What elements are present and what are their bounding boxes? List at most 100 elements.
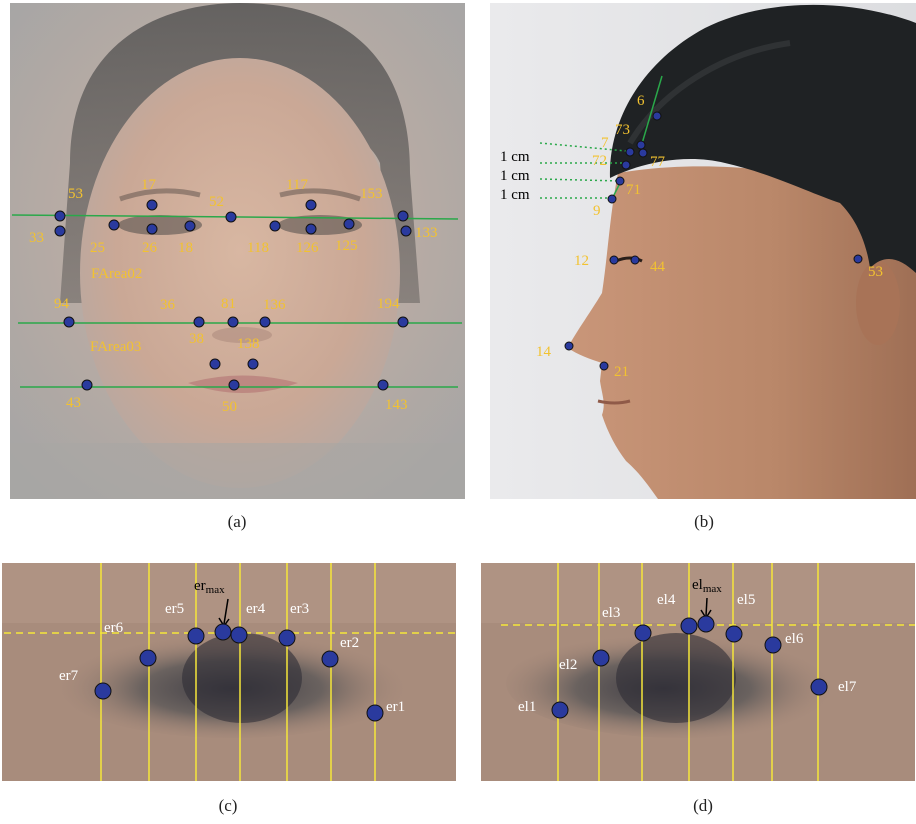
panel-c-vertical-lines <box>100 563 376 781</box>
label-117: 117 <box>286 177 308 193</box>
label-6: 6 <box>637 93 645 109</box>
label-77: 77 <box>650 154 666 170</box>
label-138: 138 <box>237 336 260 352</box>
panel-a-image: 53 17 52 117 153 33 25 26 18 118 126 125… <box>10 3 465 499</box>
landmark-6 <box>652 111 662 121</box>
scale-label-3: 1 cm <box>500 187 530 203</box>
label-44: 44 <box>650 259 666 275</box>
landmark-125 <box>343 218 355 230</box>
landmark-118 <box>269 220 281 232</box>
panel-a-landmarks <box>54 199 412 391</box>
label-38: 38 <box>189 331 204 347</box>
point-el5 <box>725 625 743 643</box>
landmark-117 <box>305 199 317 211</box>
landmark-77 <box>638 148 648 158</box>
panel-d-left-eye: el1 el2 el3 el4 el5 el6 el7 elmax <box>481 563 915 781</box>
panel-c-points <box>94 623 384 722</box>
label-153: 153 <box>360 186 383 202</box>
landmark-17 <box>146 199 158 211</box>
panel-b-landmarks <box>564 111 863 371</box>
label-el2: el2 <box>559 657 577 673</box>
scale-label-2: 1 cm <box>500 168 530 184</box>
landmark-18 <box>184 220 196 232</box>
point-el4 <box>680 617 698 635</box>
panel-a-average-face: 53 17 52 117 153 33 25 26 18 118 126 125… <box>10 3 465 499</box>
label-el5: el5 <box>737 592 755 608</box>
label-farea02: FArea02 <box>91 266 142 282</box>
landmark-25 <box>108 219 120 231</box>
panel-d-points <box>551 615 828 719</box>
point-er7 <box>94 682 112 700</box>
panel-a-landmark-labels: 53 17 52 117 153 33 25 26 18 118 126 125… <box>29 177 438 415</box>
caption-a: (a) <box>227 512 247 531</box>
panel-c-right-eye: er7 er6 er5 er4 er3 er2 er1 ermax <box>2 563 456 781</box>
caption-d: (d) <box>693 796 713 815</box>
panel-b-scale-labels: 1 cm 1 cm 1 cm <box>500 149 530 203</box>
point-er5 <box>187 627 205 645</box>
landmark-136 <box>259 316 271 328</box>
point-el7 <box>810 678 828 696</box>
label-el3: el3 <box>602 605 620 621</box>
label-125: 125 <box>335 238 358 254</box>
point-er1 <box>366 704 384 722</box>
label-194: 194 <box>377 296 400 312</box>
label-er2: er2 <box>340 635 359 651</box>
panel-d-image: el1 el2 el3 el4 el5 el6 el7 elmax <box>481 563 915 781</box>
panel-d-max-arrow <box>705 597 708 617</box>
label-18: 18 <box>178 240 193 256</box>
label-7: 7 <box>601 135 609 151</box>
landmark-50 <box>228 379 240 391</box>
label-26: 26 <box>142 240 158 256</box>
label-73: 73 <box>615 122 630 138</box>
label-el-max: elmax <box>692 577 722 595</box>
scale-label-1: 1 cm <box>500 149 530 165</box>
panel-d-labels: el1 el2 el3 el4 el5 el6 el7 <box>518 592 857 715</box>
label-53: 53 <box>68 186 83 202</box>
landmark-36 <box>193 316 205 328</box>
label-er5: er5 <box>165 601 184 617</box>
label-36: 36 <box>160 297 176 313</box>
point-er-max <box>214 623 232 641</box>
landmark-73 <box>636 140 646 150</box>
landmark-44 <box>630 255 640 265</box>
label-53: 53 <box>868 264 883 280</box>
label-el7: el7 <box>838 679 857 695</box>
label-er6: er6 <box>104 620 124 636</box>
landmark-12 <box>609 255 619 265</box>
landmark-71 <box>615 176 625 186</box>
point-er4 <box>230 626 248 644</box>
panel-b-landmark-labels: 6 73 7 77 72 71 9 12 44 53 14 21 <box>536 93 883 380</box>
label-er7: er7 <box>59 668 79 684</box>
label-12: 12 <box>574 253 589 269</box>
point-el2 <box>592 649 610 667</box>
label-14: 14 <box>536 344 552 360</box>
landmark-138 <box>247 358 259 370</box>
label-126: 126 <box>296 240 319 256</box>
panel-c-labels: er7 er6 er5 er4 er3 er2 er1 <box>59 601 405 715</box>
label-25: 25 <box>90 240 105 256</box>
panel-c-image: er7 er6 er5 er4 er3 er2 er1 ermax <box>2 563 456 781</box>
label-143: 143 <box>385 397 408 413</box>
label-72: 72 <box>592 153 607 169</box>
point-el-max <box>697 615 715 633</box>
label-136: 136 <box>263 297 286 313</box>
label-el1: el1 <box>518 699 536 715</box>
label-118: 118 <box>247 240 269 256</box>
label-er-max: ermax <box>194 578 225 596</box>
caption-c: (c) <box>218 796 238 815</box>
label-43: 43 <box>66 395 81 411</box>
label-81: 81 <box>221 296 236 312</box>
panel-d-vertical-lines <box>557 563 819 781</box>
panel-c-max-arrow <box>223 598 229 625</box>
caption-b: (b) <box>694 512 714 531</box>
landmark-53 <box>853 254 863 264</box>
point-er2 <box>321 650 339 668</box>
landmark-38 <box>209 358 221 370</box>
label-17: 17 <box>141 177 157 193</box>
label-er1: er1 <box>386 699 405 715</box>
point-el1 <box>551 701 569 719</box>
point-er6 <box>139 649 157 667</box>
landmark-153 <box>397 210 409 222</box>
point-er3 <box>278 629 296 647</box>
landmark-53 <box>54 210 66 222</box>
